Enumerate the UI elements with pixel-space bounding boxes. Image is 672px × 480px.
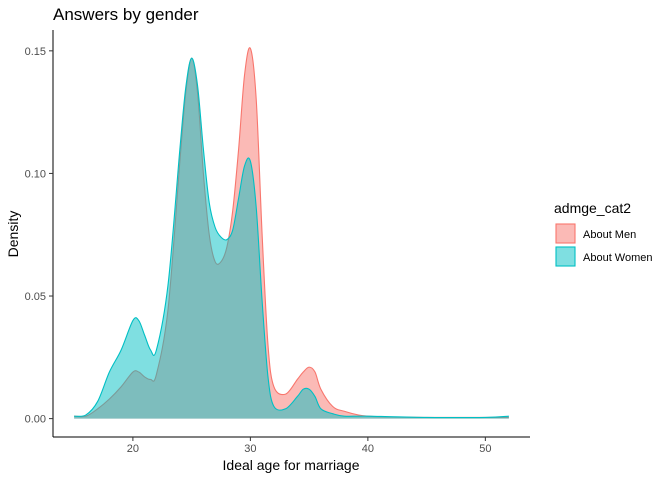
y-tick-label: 0.15 [25,46,46,58]
chart-title: Answers by gender [53,5,199,24]
series-layer [74,47,509,419]
legend-label-about-women: About Women [583,252,653,264]
y-axis-title: Density [5,211,21,258]
legend: admge_cat2 About Men About Women [554,200,653,267]
plot-area: 20 30 40 50 0.00 0.05 0.10 0.15 [25,30,530,455]
x-tick-label: 20 [127,443,139,455]
x-axis-title: Ideal age for marriage [223,457,360,473]
x-ticks: 20 30 40 50 [127,437,491,455]
legend-key-about-women [555,246,576,267]
density-area-about-women [74,58,509,419]
legend-key-about-men [555,223,576,244]
y-tick-label: 0.05 [25,291,46,303]
y-tick-label: 0.00 [25,414,46,426]
density-line-about-women [74,57,509,419]
legend-title: admge_cat2 [554,200,631,216]
y-ticks: 0.00 0.05 0.10 0.15 [25,46,53,426]
legend-items: About Men About Women [555,223,653,267]
legend-label-about-men: About Men [583,229,636,241]
y-tick-label: 0.10 [25,168,46,180]
x-tick-label: 40 [362,443,374,455]
x-tick-label: 30 [244,443,256,455]
x-tick-label: 50 [479,443,491,455]
